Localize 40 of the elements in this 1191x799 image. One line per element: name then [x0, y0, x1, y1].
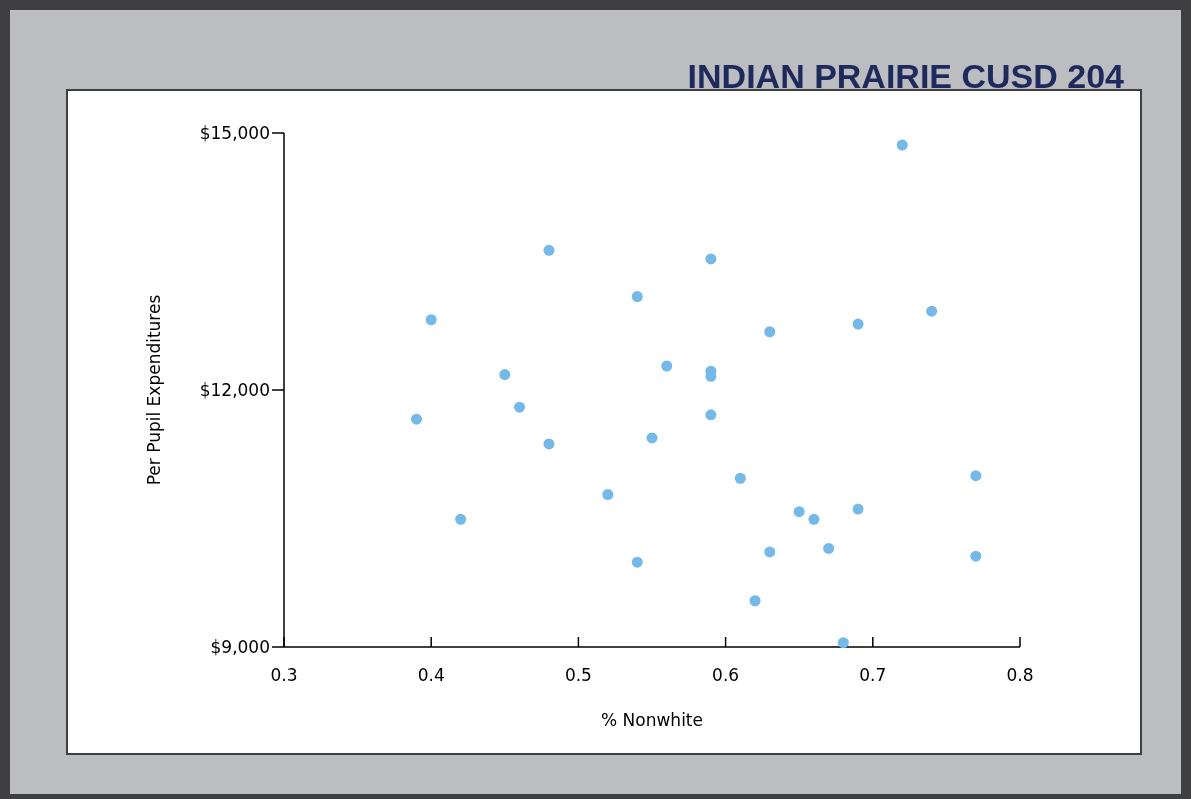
point — [425, 314, 437, 326]
y-tick-label: $15,000 — [199, 122, 270, 143]
y-tick-label: $9,000 — [210, 636, 270, 657]
x-tick-label: 0.6 — [712, 665, 740, 685]
x-tick-label: 0.8 — [1006, 665, 1034, 685]
point — [734, 472, 746, 484]
point — [455, 513, 467, 525]
point — [749, 595, 761, 607]
y-tick-label: $12,000 — [199, 379, 270, 400]
chart-title: INDIAN PRAIRIE CUSD 204 — [687, 57, 1125, 95]
point — [793, 506, 805, 518]
x-tick-label: 0.7 — [859, 665, 887, 685]
y-axis-title: Per Pupil Expenditures — [144, 294, 164, 486]
point — [852, 503, 864, 515]
point — [808, 513, 820, 525]
point — [705, 253, 717, 265]
point — [499, 369, 511, 381]
point — [764, 326, 776, 338]
point — [764, 546, 776, 558]
point — [970, 470, 982, 482]
x-tick-label: 0.5 — [564, 665, 592, 685]
point — [705, 409, 717, 421]
point — [543, 438, 555, 450]
point — [852, 318, 864, 330]
point — [602, 489, 614, 500]
point — [970, 550, 982, 562]
point — [514, 401, 526, 413]
point — [823, 542, 835, 554]
point — [896, 139, 908, 151]
point — [631, 291, 643, 303]
x-tick-label: 0.3 — [270, 665, 298, 685]
x-axis-title: % Nonwhite — [601, 710, 703, 730]
point — [661, 360, 673, 372]
point — [926, 305, 938, 317]
point — [646, 432, 658, 444]
point — [543, 244, 555, 256]
point — [837, 637, 849, 649]
x-tick-label: 0.4 — [417, 665, 445, 685]
point — [410, 413, 422, 425]
point — [631, 556, 643, 568]
